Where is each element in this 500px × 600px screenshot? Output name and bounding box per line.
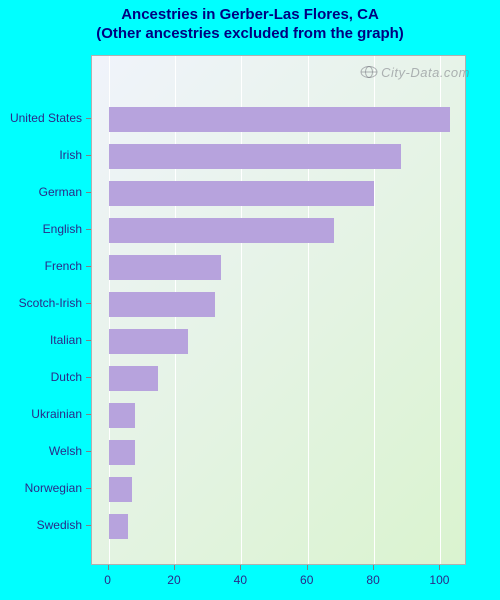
chart-title: Ancestries in Gerber-Las Flores, CA (Oth… — [0, 6, 500, 44]
bar — [109, 477, 132, 502]
x-axis-label: 40 — [234, 573, 247, 587]
y-axis-label: French — [0, 259, 82, 273]
x-tick — [108, 565, 109, 570]
gridline — [374, 56, 375, 564]
x-tick — [439, 565, 440, 570]
y-axis-label: United States — [0, 111, 82, 125]
gridline — [308, 56, 309, 564]
y-axis-label: Welsh — [0, 444, 82, 458]
x-axis-label: 0 — [104, 573, 111, 587]
y-axis-label: German — [0, 185, 82, 199]
x-tick — [307, 565, 308, 570]
y-axis-label: Swedish — [0, 518, 82, 532]
y-tick — [86, 340, 91, 341]
bar — [109, 514, 129, 539]
x-tick — [240, 565, 241, 570]
gridline — [241, 56, 242, 564]
y-tick — [86, 266, 91, 267]
bar — [109, 440, 136, 465]
x-axis-label: 80 — [366, 573, 379, 587]
y-tick — [86, 155, 91, 156]
y-tick — [86, 525, 91, 526]
bar — [109, 329, 189, 354]
bar — [109, 218, 335, 243]
gridline — [440, 56, 441, 564]
bar — [109, 403, 136, 428]
y-axis-label: Dutch — [0, 370, 82, 384]
y-axis-label: Norwegian — [0, 481, 82, 495]
bar — [109, 255, 222, 280]
y-tick — [86, 451, 91, 452]
y-axis-label: Italian — [0, 333, 82, 347]
y-axis-label: Ukrainian — [0, 407, 82, 421]
y-tick — [86, 303, 91, 304]
bar — [109, 292, 215, 317]
bar — [109, 107, 451, 132]
bar — [109, 366, 159, 391]
x-tick — [174, 565, 175, 570]
plot-area — [91, 55, 466, 565]
y-axis-label: Irish — [0, 148, 82, 162]
y-tick — [86, 488, 91, 489]
bar — [109, 144, 401, 169]
x-axis-label: 100 — [429, 573, 449, 587]
y-tick — [86, 192, 91, 193]
y-tick — [86, 118, 91, 119]
y-tick — [86, 377, 91, 378]
x-axis-label: 20 — [167, 573, 180, 587]
bar — [109, 181, 374, 206]
y-tick — [86, 229, 91, 230]
x-axis-label: 60 — [300, 573, 313, 587]
x-tick — [373, 565, 374, 570]
chart-container: Ancestries in Gerber-Las Flores, CA (Oth… — [0, 0, 500, 600]
y-axis-label: Scotch-Irish — [0, 296, 82, 310]
y-tick — [86, 414, 91, 415]
y-axis-label: English — [0, 222, 82, 236]
